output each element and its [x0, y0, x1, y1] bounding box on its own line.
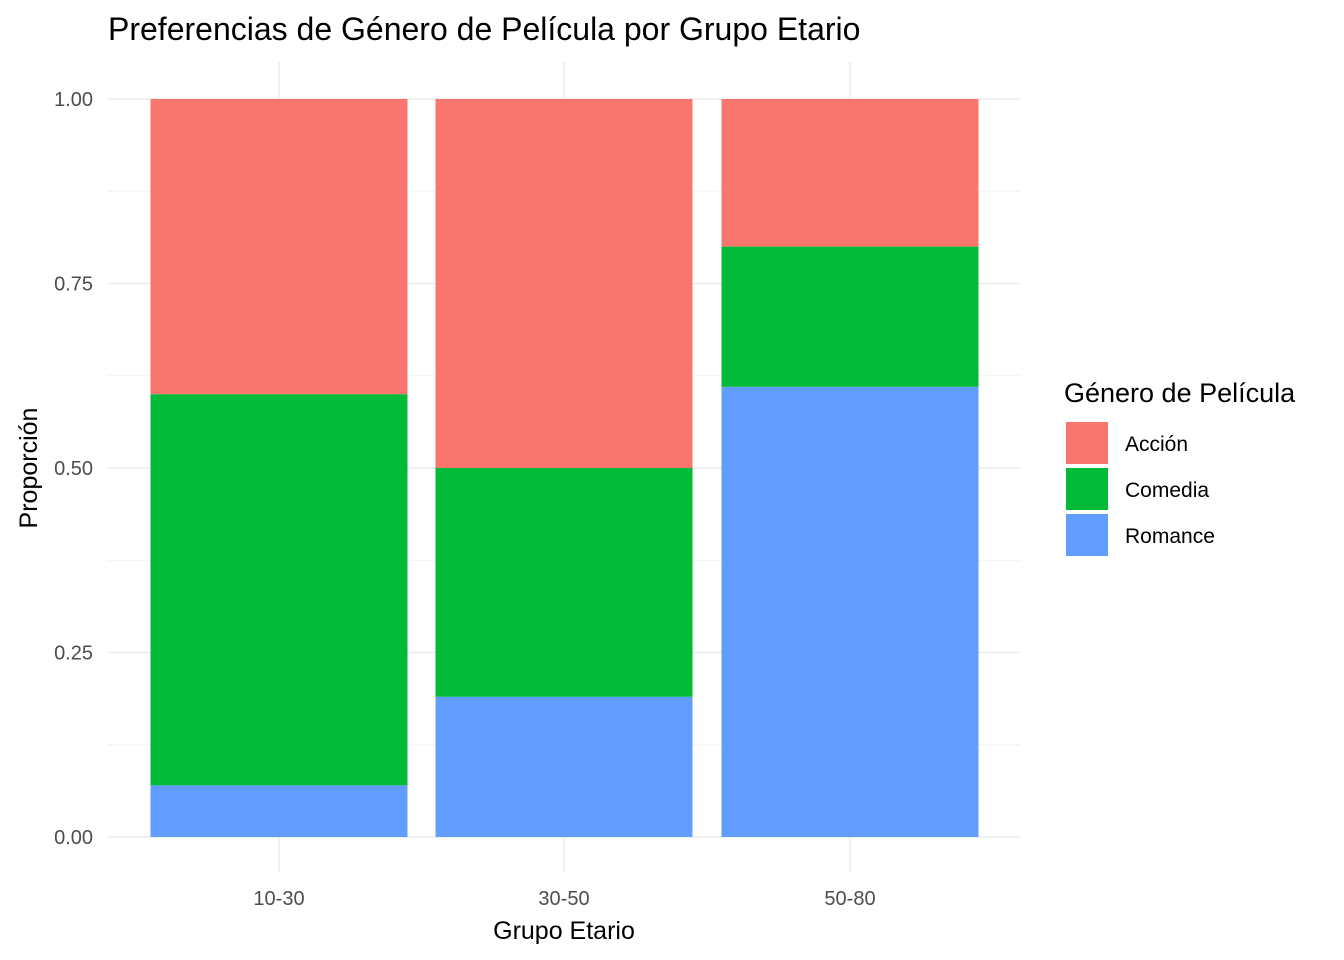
legend-label: Acción [1125, 433, 1188, 456]
y-axis-ticks: 0.00 0.25 0.50 0.75 1.00 [54, 89, 93, 849]
x-axis-ticks: 10-30 30-50 50-80 [253, 888, 875, 910]
y-tick-label: 0.25 [54, 643, 93, 665]
legend-key [1066, 468, 1108, 510]
y-tick-label: 0.50 [54, 458, 93, 480]
y-tick-label: 0.00 [54, 827, 93, 849]
legend-key [1066, 422, 1108, 464]
bar-segment [435, 468, 693, 697]
bar-segment [150, 394, 408, 786]
legend-label: Romance [1125, 525, 1215, 548]
y-tick-label: 0.75 [54, 274, 93, 296]
bar-segment [435, 99, 693, 468]
x-tick-label: 10-30 [253, 888, 304, 910]
legend: Género de Película Acción Comedia Romance [1064, 378, 1296, 556]
bar-segment [150, 99, 408, 395]
y-tick-label: 1.00 [54, 89, 93, 111]
x-tick-label: 30-50 [538, 888, 589, 910]
chart-title: Preferencias de Género de Película por G… [108, 11, 860, 47]
x-axis-title: Grupo Etario [493, 917, 635, 945]
bar-segment [721, 246, 979, 387]
y-axis-title: Proporción [15, 408, 43, 529]
bar-segment [721, 386, 979, 837]
legend-label: Comedia [1125, 479, 1209, 502]
legend-title: Género de Película [1064, 378, 1296, 408]
bar-segment [721, 99, 979, 247]
bar-segment [435, 696, 693, 837]
legend-key [1066, 514, 1108, 556]
bar-segment [150, 785, 408, 837]
x-tick-label: 50-80 [824, 888, 875, 910]
bars [150, 99, 979, 837]
legend-items: Acción Comedia Romance [1066, 422, 1215, 556]
